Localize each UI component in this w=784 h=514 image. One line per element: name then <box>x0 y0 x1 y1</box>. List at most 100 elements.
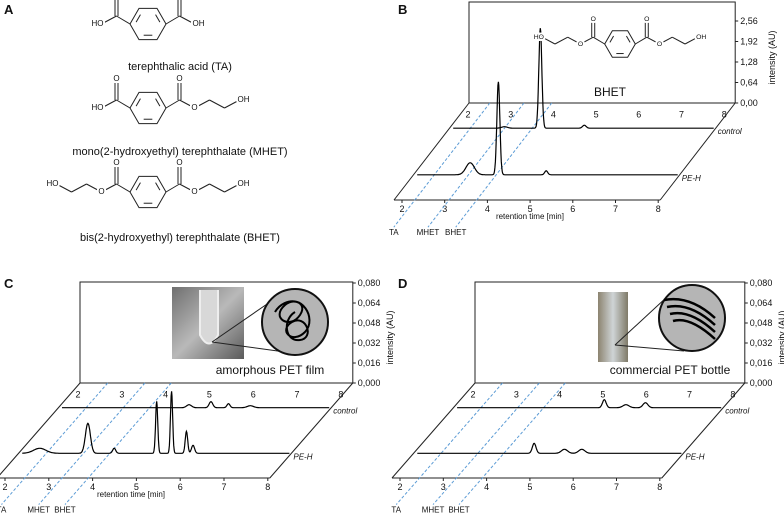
atom-label: O <box>113 158 119 167</box>
bond <box>659 36 673 45</box>
structure-name: mono(2-hydroxyethyl) terephthalate (MHET… <box>72 146 287 158</box>
inset-caption: commercial PET bottle <box>610 363 731 377</box>
y-axis-label: intensity (AU) <box>767 31 777 85</box>
atom-label: O <box>644 16 649 23</box>
back-wall <box>79 281 354 384</box>
atom-label: HO <box>47 179 59 188</box>
x-tick-label-back: 4 <box>557 389 562 399</box>
x-tick-label-back: 5 <box>600 389 605 399</box>
bond <box>269 382 354 479</box>
x-tick-label-back: 3 <box>119 389 124 399</box>
y-tick-label: 1,28 <box>740 57 758 67</box>
trace <box>453 28 714 129</box>
marker-line <box>458 382 566 505</box>
bond <box>101 183 117 193</box>
x-tick-label-back: 5 <box>594 110 599 120</box>
back-wall <box>474 281 746 384</box>
x-tick-label: 6 <box>570 204 575 214</box>
bond <box>609 35 615 43</box>
trace-label: PE-H <box>682 174 701 183</box>
trace-label: control <box>725 407 749 416</box>
bond <box>625 35 631 43</box>
atom-label: O <box>113 74 119 83</box>
polymer-chain <box>663 297 716 319</box>
x-tick-label-back: 8 <box>730 389 735 399</box>
zoom-circle <box>261 288 329 356</box>
marker-label: BHET <box>445 228 466 237</box>
trace-label: PE-H <box>685 452 704 461</box>
bond <box>211 341 286 353</box>
polymer-chain <box>672 318 716 340</box>
x-tick-label: 5 <box>527 482 532 492</box>
y-tick-label: 0,64 <box>740 78 758 88</box>
bond <box>101 15 117 25</box>
marker-label: TA <box>391 506 401 514</box>
bond <box>116 183 131 193</box>
inset-caption: BHET <box>594 85 627 99</box>
x-tick-label-back: 4 <box>163 389 168 399</box>
atom-label: OH <box>193 19 205 28</box>
x-tick-label: 8 <box>265 482 270 492</box>
bond <box>554 36 568 45</box>
marker-label: TA <box>0 506 7 514</box>
bond <box>155 182 161 191</box>
bond <box>165 183 180 193</box>
bond <box>194 183 210 193</box>
x-axis-label: retention time [min] <box>496 212 564 221</box>
bond <box>155 14 161 23</box>
y-tick-label: 0,064 <box>750 298 773 308</box>
x-tick-label-back: 5 <box>207 389 212 399</box>
panel-label: D <box>398 276 407 291</box>
bond <box>209 183 225 193</box>
marker-label: BHET <box>54 506 75 514</box>
atom-label: O <box>176 74 182 83</box>
bond <box>614 344 685 352</box>
atom-label: OH <box>696 34 706 41</box>
bond <box>391 382 476 479</box>
trace <box>22 391 290 454</box>
x-tick-label: 2 <box>2 482 7 492</box>
x-tick-label: 7 <box>221 482 226 492</box>
y-tick-label: 0,048 <box>750 318 773 328</box>
structure-name: terephthalic acid (TA) <box>128 61 232 73</box>
inset-caption: amorphous PET film <box>216 363 325 377</box>
x-tick-label: 2 <box>399 204 404 214</box>
y-tick-label: 0,080 <box>750 278 773 288</box>
x-axis-label: retention time [min] <box>97 490 165 499</box>
bond <box>194 99 210 109</box>
bond <box>155 98 161 107</box>
y-tick-label: 0,016 <box>358 358 381 368</box>
y-tick-label: 0,000 <box>358 378 381 388</box>
atom-label: O <box>591 16 596 23</box>
x-tick-label-back: 6 <box>251 389 256 399</box>
x-tick-label: 4 <box>484 482 489 492</box>
structure-name: bis(2-hydroxyethyl) terephthalate (BHET) <box>80 232 280 244</box>
panel-label: C <box>4 276 14 291</box>
marker-line <box>395 382 503 505</box>
polymer-chain <box>666 304 716 326</box>
x-tick-label-back: 3 <box>508 110 513 120</box>
x-tick-label-back: 6 <box>636 110 641 120</box>
marker-label: BHET <box>448 506 469 514</box>
atom-label: HO <box>92 19 104 28</box>
y-tick-label: 0,064 <box>358 298 381 308</box>
trace <box>457 399 722 409</box>
x-tick-label: 5 <box>528 204 533 214</box>
bond <box>135 98 141 107</box>
back-wall <box>468 1 736 104</box>
bond <box>211 301 271 343</box>
y-tick-label: 0,000 <box>750 378 773 388</box>
y-tick-label: 0,048 <box>358 318 381 328</box>
panel-label: A <box>4 2 14 17</box>
x-tick-label: 4 <box>485 204 490 214</box>
x-tick-label-back: 8 <box>722 110 727 120</box>
atom-label: O <box>657 41 662 48</box>
bond <box>672 36 686 45</box>
atom-label: HO <box>92 103 104 112</box>
atom-label: O <box>176 158 182 167</box>
marker-line <box>64 382 172 505</box>
marker-label: MHET <box>27 506 50 514</box>
x-tick-label: 6 <box>571 482 576 492</box>
y-axis-label: intensity (AU) <box>385 311 395 365</box>
